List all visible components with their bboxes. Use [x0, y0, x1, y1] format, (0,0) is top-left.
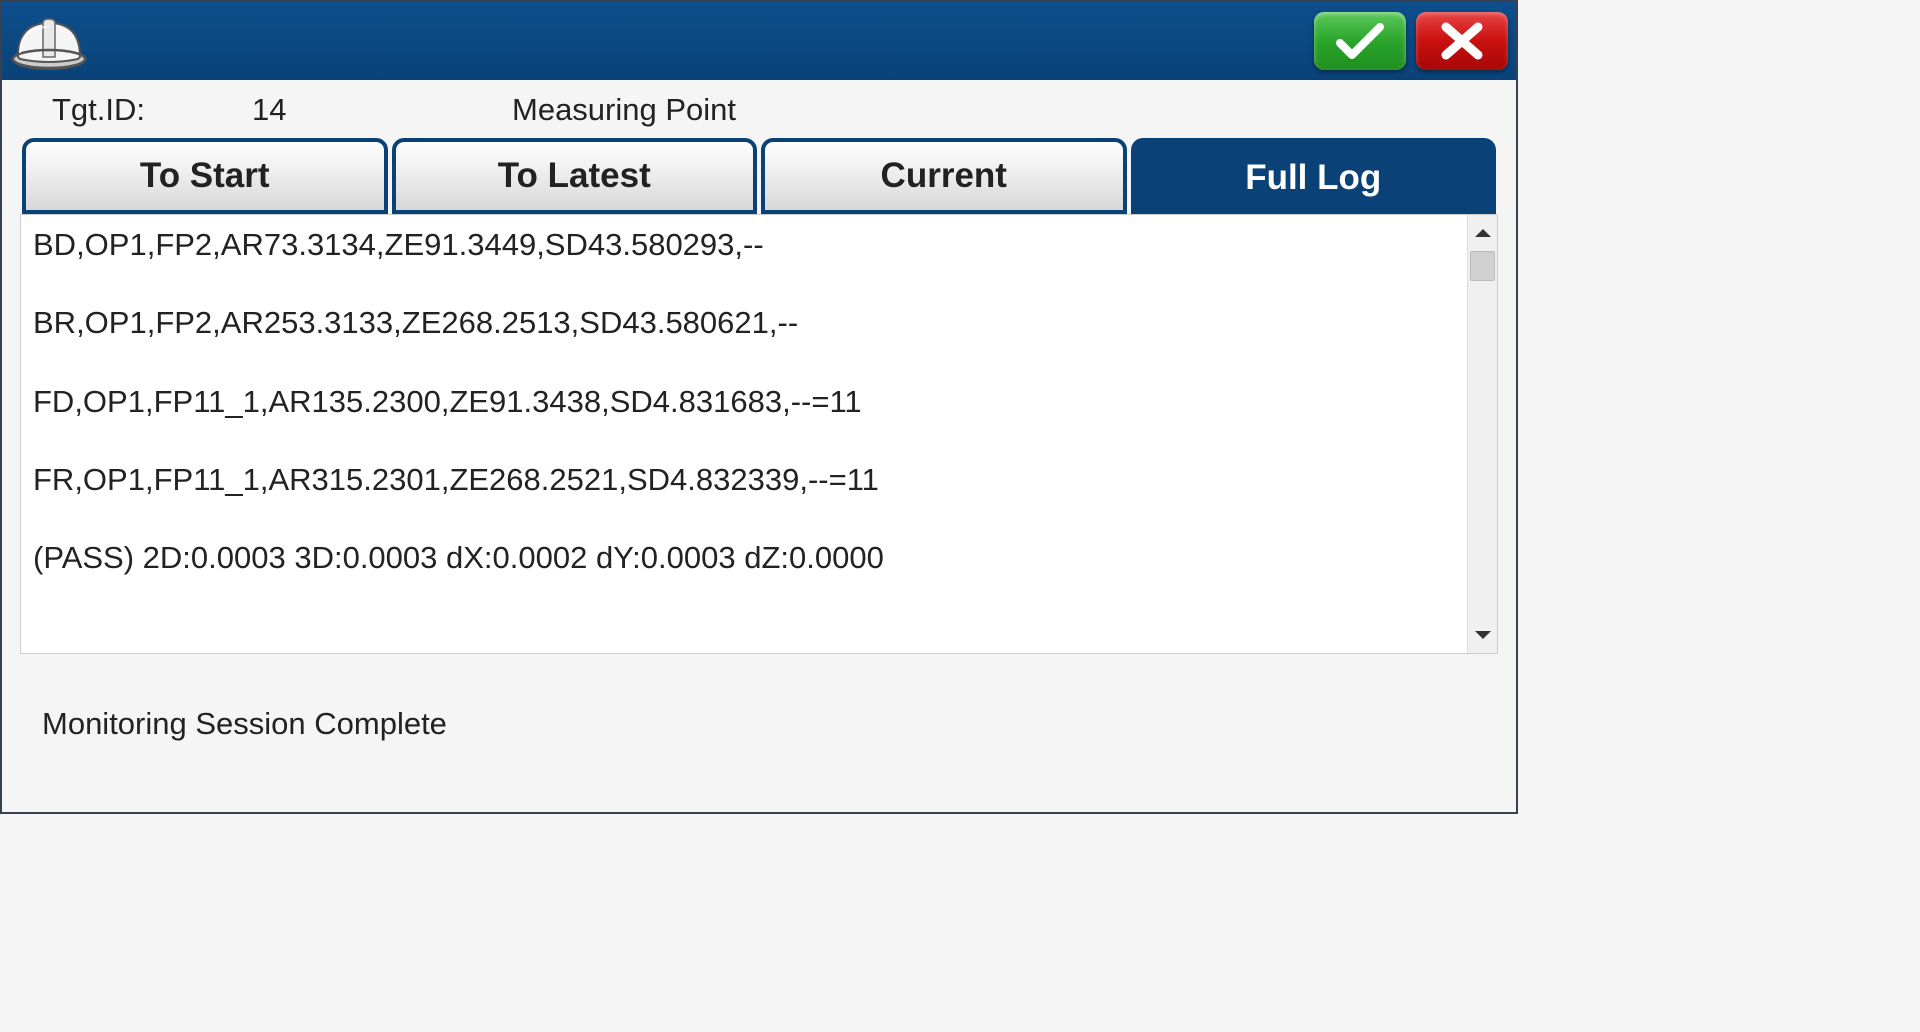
log-line: (PASS) 2D:0.0003 3D:0.0003 dX:0.0002 dY:… — [33, 538, 1455, 578]
tab-label: Current — [881, 156, 1007, 196]
info-row: Tgt.ID: 14 Measuring Point — [2, 80, 1516, 138]
target-id-value: 14 — [252, 92, 382, 128]
tab-label: To Latest — [498, 156, 651, 196]
tab-to-latest[interactable]: To Latest — [392, 138, 758, 214]
tab-label: To Start — [140, 156, 270, 196]
target-id-label: Tgt.ID: — [52, 92, 252, 128]
log-container: BD,OP1,FP2,AR73.3134,ZE91.3449,SD43.5802… — [20, 214, 1498, 654]
chevron-down-icon — [1473, 629, 1493, 641]
scroll-down-button[interactable] — [1468, 617, 1497, 653]
tab-full-log[interactable]: Full Log — [1131, 138, 1497, 214]
tabs: To Start To Latest Current Full Log — [2, 138, 1516, 214]
tab-to-start[interactable]: To Start — [22, 138, 388, 214]
log-line: FR,OP1,FP11_1,AR315.2301,ZE268.2521,SD4.… — [33, 460, 1455, 500]
scroll-up-button[interactable] — [1468, 215, 1497, 251]
log-line: BR,OP1,FP2,AR253.3133,ZE268.2513,SD43.58… — [33, 303, 1455, 343]
info-title: Measuring Point — [382, 92, 1466, 128]
scroll-thumb[interactable] — [1470, 251, 1495, 281]
scroll-track[interactable] — [1468, 251, 1497, 617]
tab-current[interactable]: Current — [761, 138, 1127, 214]
checkmark-icon — [1330, 21, 1390, 61]
log-line: BD,OP1,FP2,AR73.3134,ZE91.3449,SD43.5802… — [33, 225, 1455, 265]
log-line: FD,OP1,FP11_1,AR135.2300,ZE91.3438,SD4.8… — [33, 382, 1455, 422]
log-content: BD,OP1,FP2,AR73.3134,ZE91.3449,SD43.5802… — [21, 215, 1467, 653]
hardhat-icon — [10, 9, 88, 73]
x-icon — [1432, 21, 1492, 61]
chevron-up-icon — [1473, 227, 1493, 239]
titlebar — [2, 2, 1516, 80]
titlebar-left — [10, 9, 88, 73]
tab-label: Full Log — [1245, 158, 1381, 198]
scrollbar[interactable] — [1467, 215, 1497, 653]
titlebar-right — [1314, 12, 1508, 70]
ok-button[interactable] — [1314, 12, 1406, 70]
cancel-button[interactable] — [1416, 12, 1508, 70]
status-text: Monitoring Session Complete — [42, 706, 447, 741]
status-bar: Monitoring Session Complete — [2, 654, 1516, 742]
